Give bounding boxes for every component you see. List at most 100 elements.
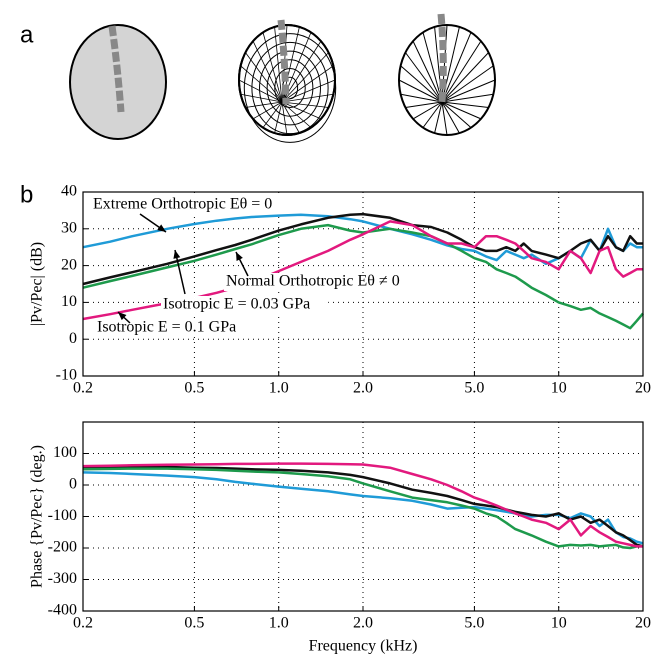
data-line <box>82 462 643 548</box>
spoke <box>441 79 496 103</box>
spoke <box>441 40 482 103</box>
x-tick-label: 2.0 <box>353 380 373 397</box>
data-line <box>82 465 644 548</box>
arrow-head <box>173 250 181 259</box>
y-tick-label: -200 <box>48 539 77 556</box>
spoke <box>441 93 494 103</box>
x-axis-label: Frequency (kHz) <box>309 638 418 655</box>
y-tick-label: 40 <box>61 183 77 200</box>
plot-frame <box>82 421 644 612</box>
spoke <box>240 65 283 103</box>
spoke <box>398 79 443 103</box>
mesh-ring <box>251 41 329 135</box>
data-line <box>82 223 644 330</box>
y-axis-label: Phase {Pv/Pec} (deg.) <box>29 445 46 588</box>
x-tick-label: 1.0 <box>269 615 289 632</box>
spoke <box>400 65 443 103</box>
x-tick-label: 5.0 <box>464 615 484 632</box>
arrow-head <box>118 312 127 321</box>
mesh-ring <box>243 33 337 143</box>
data-line <box>82 467 643 550</box>
spoke <box>441 26 460 103</box>
arrow-head <box>236 252 243 261</box>
spoke <box>434 101 443 134</box>
x-tick-label: 2.0 <box>353 615 373 632</box>
y-tick-label: 20 <box>61 256 77 273</box>
spoke <box>281 101 329 108</box>
spoke <box>240 93 283 103</box>
panel-label: b <box>20 181 33 208</box>
spoke <box>434 26 443 103</box>
spoke <box>281 79 336 103</box>
spoke <box>441 101 482 120</box>
x-tick-label: 1.0 <box>269 380 289 397</box>
spoke <box>441 52 489 103</box>
spoke <box>274 101 283 134</box>
membrane-outline <box>238 24 336 136</box>
y-tick-label: -100 <box>48 507 77 524</box>
data-line <box>82 471 644 545</box>
spoke <box>400 93 443 103</box>
annotation: Extreme Orthotropic Eθ = 0 <box>93 196 272 213</box>
spoke <box>281 101 300 134</box>
annotation-bg <box>161 296 329 314</box>
spoke <box>441 101 448 136</box>
y-tick-label: 0 <box>69 476 77 493</box>
spoke <box>441 32 472 103</box>
plot-frame <box>82 191 644 377</box>
spoke <box>441 101 472 129</box>
panel-label: a <box>20 21 34 48</box>
y-tick-label: 10 <box>61 293 77 310</box>
spoke <box>281 101 322 120</box>
spoke <box>245 101 283 108</box>
y-axis-label: |Pv/Pec| (dB) <box>29 242 46 326</box>
x-tick-label: 10 <box>551 615 567 632</box>
manubrium <box>108 25 125 113</box>
arrow-head <box>157 224 166 232</box>
spoke <box>441 101 460 134</box>
spoke <box>422 32 443 103</box>
annotation: Isotropic E = 0.1 GPa <box>97 319 236 336</box>
manubrium <box>277 19 290 105</box>
annotation-bg <box>91 196 289 214</box>
x-tick-label: 0.5 <box>184 380 204 397</box>
spoke <box>405 52 443 103</box>
x-tick-label: 0.2 <box>73 380 93 397</box>
spoke <box>405 101 443 108</box>
mesh-ring <box>259 50 321 126</box>
spoke <box>441 65 494 103</box>
spoke <box>281 93 334 103</box>
x-tick-label: 0.2 <box>73 615 93 632</box>
spoke <box>281 65 334 103</box>
spoke <box>422 101 443 128</box>
y-tick-label: 0 <box>69 330 77 347</box>
y-tick-label: -10 <box>56 367 77 384</box>
annotation: Isotropic E = 0.03 GPa <box>163 296 310 313</box>
spoke <box>262 101 283 128</box>
annotation: Normal Orthotropic Eθ ≠ 0 <box>226 273 400 290</box>
x-tick-label: 20 <box>635 380 651 397</box>
spoke <box>274 26 283 103</box>
spoke <box>412 40 443 103</box>
y-tick-label: -300 <box>48 570 77 587</box>
annotation-bg <box>224 273 414 291</box>
x-tick-label: 5.0 <box>464 380 484 397</box>
membrane-diagrams <box>69 13 496 143</box>
manubrium <box>437 13 447 103</box>
spoke <box>441 101 489 108</box>
spoke <box>238 79 283 103</box>
spoke <box>252 40 283 103</box>
x-tick-label: 20 <box>635 615 651 632</box>
spoke <box>281 101 312 128</box>
y-tick-label: -400 <box>48 602 77 619</box>
spoke <box>252 101 283 120</box>
spoke <box>441 24 448 103</box>
y-tick-label: 30 <box>61 219 77 236</box>
spoke <box>412 101 443 120</box>
spoke <box>262 32 283 103</box>
spoke <box>245 52 283 103</box>
spoke <box>281 101 288 136</box>
spoke <box>281 52 329 103</box>
y-tick-label: 100 <box>53 444 77 461</box>
